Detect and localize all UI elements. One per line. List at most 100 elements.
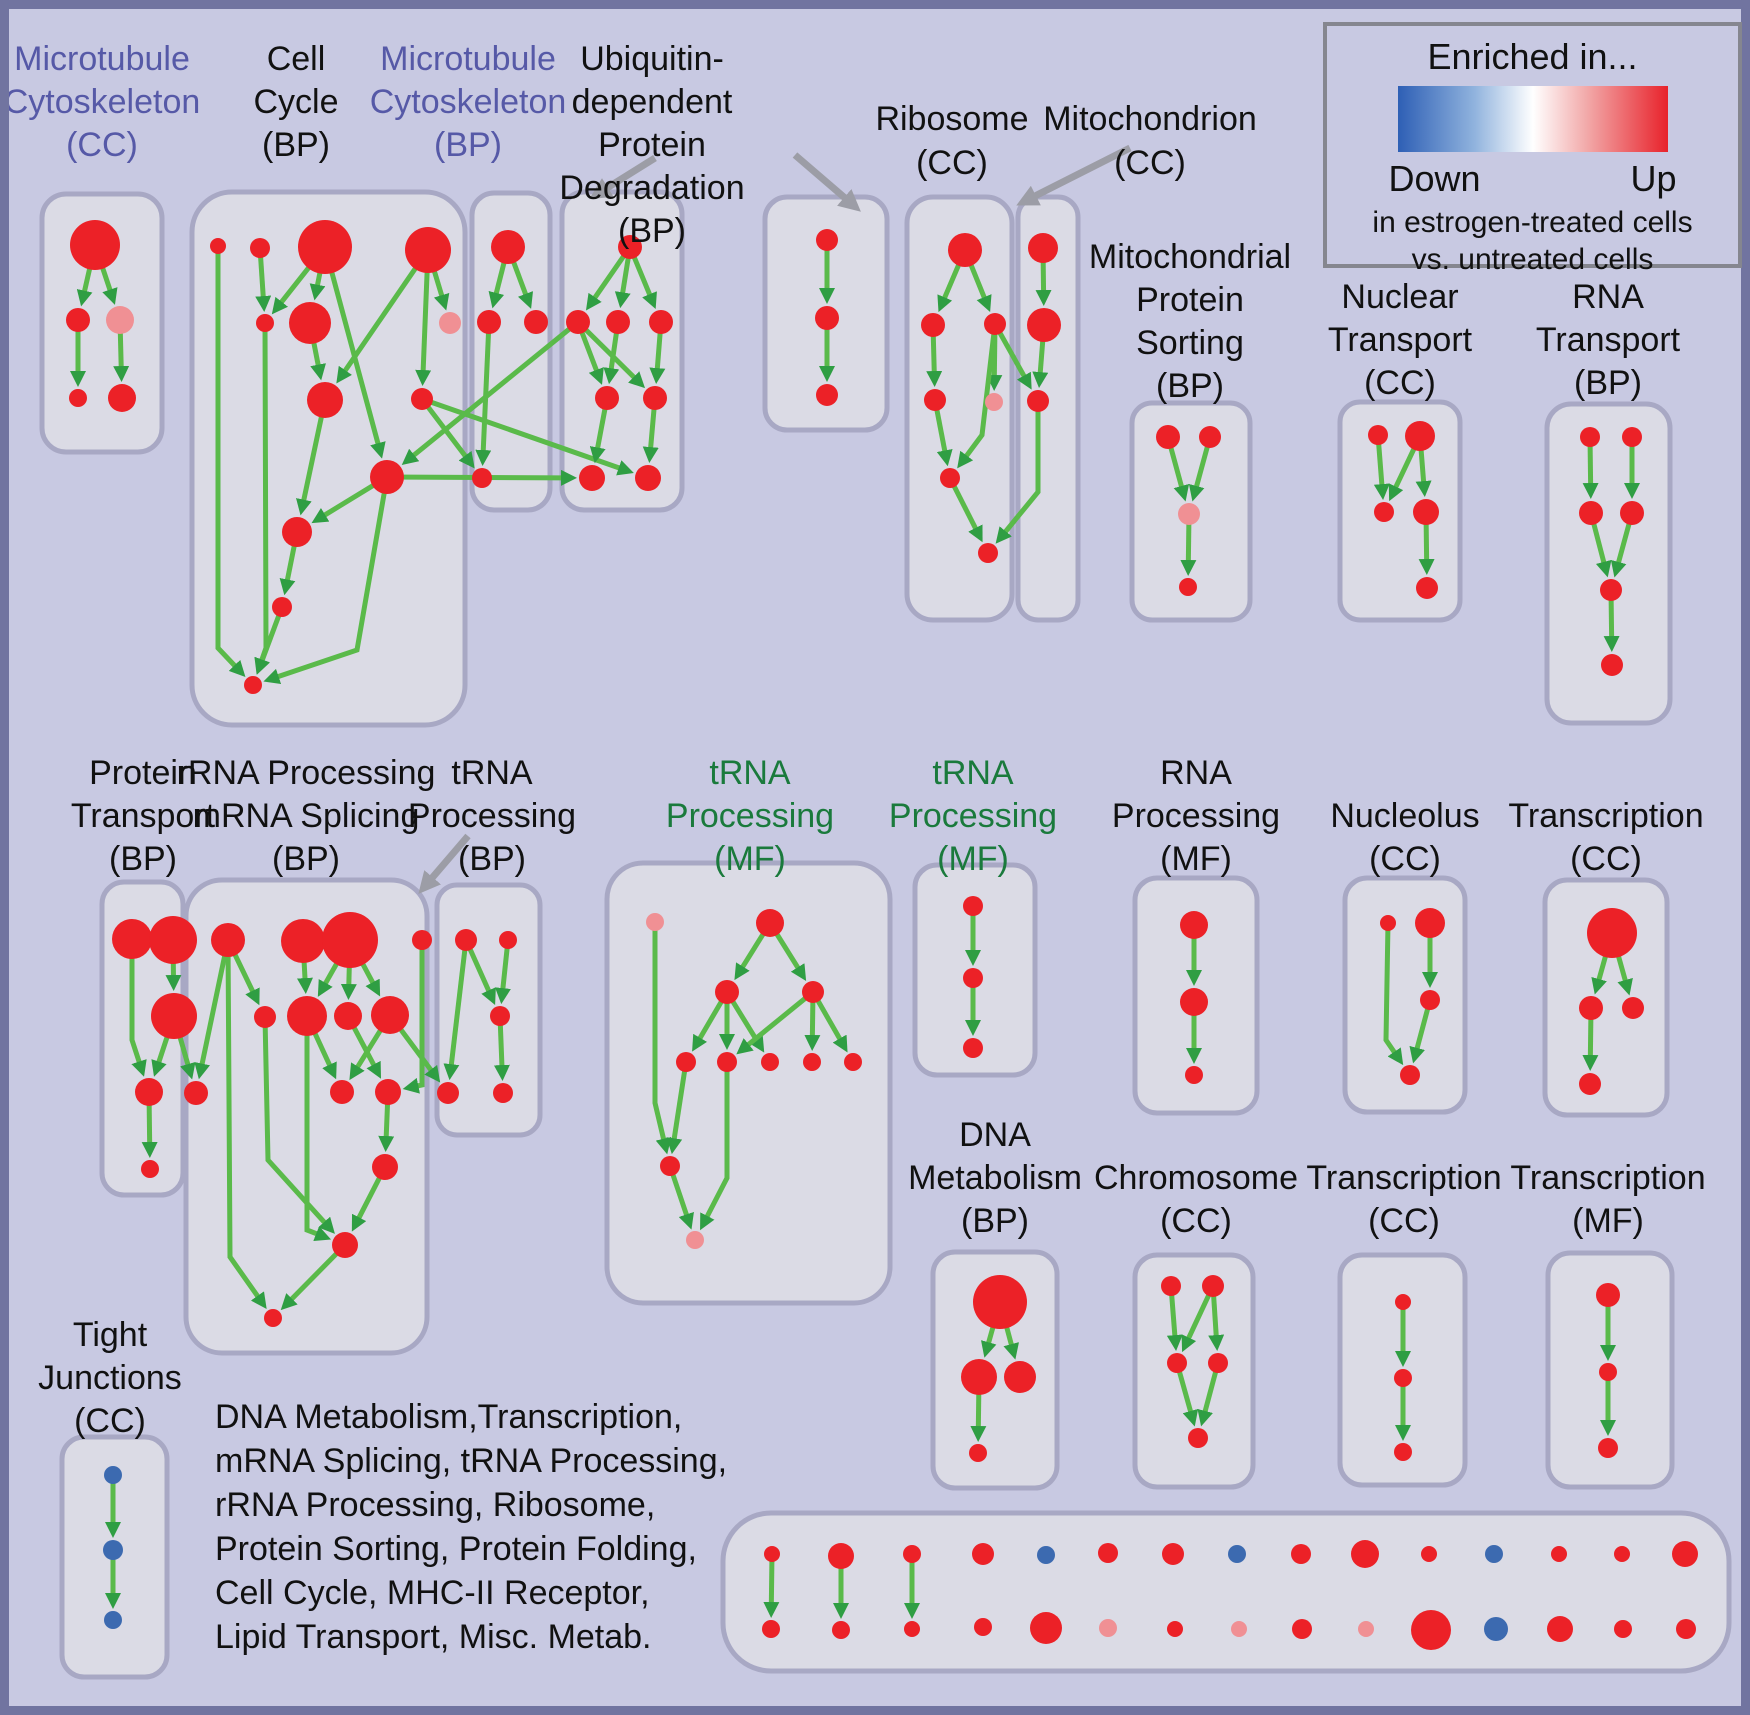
go-term-node-w2 <box>963 968 983 988</box>
go-term-node-u4 <box>649 310 673 334</box>
go-term-node-g6t <box>1098 1543 1118 1563</box>
go-term-node-mb3 <box>524 310 548 334</box>
go-term-node-rt3 <box>1579 501 1603 525</box>
label-transcription-cc-2-line-1: Transcription <box>1508 797 1703 835</box>
go-term-node-a3 <box>106 306 134 334</box>
label-ubiquitin-line-2: dependent <box>572 83 733 121</box>
edge-c10-c13 <box>263 476 390 684</box>
label-mixed-list-line-4: Protein Sorting, Protein Folding, <box>215 1530 697 1568</box>
label-trna-bp-line-3: (BP) <box>458 840 526 878</box>
go-term-node-m3 <box>715 980 739 1004</box>
go-term-node-g12b <box>1484 1617 1508 1641</box>
label-trna-bp-line-1: tRNA <box>451 754 533 792</box>
go-term-node-r8 <box>371 996 409 1034</box>
cluster-box-microtubule-bp <box>469 190 553 513</box>
cluster-box-nuclear-transport <box>1337 399 1463 623</box>
go-term-node-q1 <box>1180 911 1208 939</box>
cluster-box-microtubule-cc <box>39 191 165 455</box>
go-term-node-h2 <box>1202 1275 1224 1297</box>
go-term-node-g11b <box>1411 1610 1451 1650</box>
go-term-node-a5 <box>108 384 136 412</box>
go-term-node-u8 <box>635 465 661 491</box>
go-term-node-c9 <box>411 388 433 410</box>
go-term-node-c10 <box>370 460 404 494</box>
go-term-node-j3 <box>104 1611 122 1629</box>
go-term-node-nt5 <box>1416 577 1438 599</box>
label-dna-metabolism-line-1: DNA <box>959 1116 1031 1154</box>
go-term-node-s2 <box>1199 426 1221 448</box>
label-trna-bp-line-2: Processing <box>408 797 576 835</box>
go-term-node-b7 <box>978 543 998 563</box>
mitochondrion-pointer-arrow-icon <box>1016 144 1132 206</box>
go-term-node-h1 <box>1161 1276 1181 1296</box>
label-chromosome-line-2: (CC) <box>1160 1202 1232 1240</box>
go-term-node-u7 <box>579 465 605 491</box>
go-term-node-s3 <box>1178 503 1200 525</box>
label-protein-transport-line-2: Transport <box>71 797 216 835</box>
label-trna-mf-1-line-2: Processing <box>666 797 834 835</box>
go-term-node-r2 <box>281 919 325 963</box>
go-term-node-g9t <box>1291 1544 1311 1564</box>
edge-o1-o4 <box>1383 922 1404 1066</box>
go-term-node-g15b <box>1676 1619 1696 1639</box>
go-term-node-g3t <box>903 1545 921 1563</box>
go-term-node-h4 <box>1208 1353 1228 1373</box>
go-term-node-g1t <box>764 1546 780 1562</box>
go-term-node-t1 <box>455 929 477 951</box>
edge-r1-r14 <box>225 939 267 1310</box>
label-protein-transport-line-3: (BP) <box>109 840 177 878</box>
label-microtubule-bp-line-3: (BP) <box>434 126 502 164</box>
label-mito-sorting-line-3: Sorting <box>1136 324 1244 362</box>
go-term-node-p3 <box>151 993 197 1039</box>
cluster-box-transcription-cc-2 <box>1542 877 1670 1118</box>
go-term-node-t3 <box>490 1006 510 1026</box>
go-term-node-o4 <box>1400 1065 1420 1085</box>
go-term-node-p1 <box>112 919 152 959</box>
go-term-node-b1 <box>948 233 982 267</box>
label-mixed-list-line-2: mRNA Splicing, tRNA Processing, <box>215 1442 727 1480</box>
go-term-node-v1 <box>816 229 838 251</box>
go-term-node-z2 <box>1599 1363 1617 1381</box>
go-term-node-u2 <box>566 310 590 334</box>
go-term-node-a1 <box>70 220 120 270</box>
go-term-node-g8b <box>1231 1621 1247 1637</box>
go-term-node-h5 <box>1188 1428 1208 1448</box>
go-term-node-z1 <box>1596 1283 1620 1307</box>
go-term-node-q3 <box>1185 1066 1203 1084</box>
label-trna-mf-2-line-2: Processing <box>889 797 1057 835</box>
label-tight-junctions-line-3: (CC) <box>74 1402 146 1440</box>
go-term-node-g15t <box>1672 1541 1698 1567</box>
label-transcription-cc-3-line-1: Transcription <box>1306 1159 1501 1197</box>
label-rna-transport-line-1: RNA <box>1572 278 1644 316</box>
label-transcription-mf-line-2: (MF) <box>1572 1202 1644 1240</box>
go-term-node-u3 <box>606 310 630 334</box>
label-rna-processing-mf-line-1: RNA <box>1160 754 1232 792</box>
label-rna-processing-mf-line-3: (MF) <box>1160 840 1232 878</box>
edge-u2-c10 <box>401 320 580 466</box>
legend-color-scale <box>1397 86 1668 152</box>
go-term-node-g1b <box>762 1620 780 1638</box>
go-term-node-g13t <box>1551 1546 1567 1562</box>
label-nuclear-transport-line-1: Nuclear <box>1341 278 1458 316</box>
label-microtubule-cc-line-3: (CC) <box>66 126 138 164</box>
edge-m6-m11 <box>700 1062 730 1231</box>
ubiquitin-right-pointer-arrow-icon <box>792 152 861 212</box>
go-term-node-g14b <box>1614 1620 1632 1638</box>
go-term-node-m7 <box>761 1053 779 1071</box>
label-mixed-list-line-6: Lipid Transport, Misc. Metab. <box>215 1618 652 1656</box>
go-term-node-o1 <box>1380 915 1396 931</box>
go-term-node-d2 <box>961 1359 997 1395</box>
go-term-node-r12 <box>372 1154 398 1180</box>
label-nucleolus-line-1: Nucleolus <box>1330 797 1479 835</box>
legend-title: Enriched in... <box>1427 36 1638 77</box>
go-term-node-v2 <box>815 306 839 330</box>
edge-m1-m10 <box>652 922 672 1155</box>
label-mitochondrion-line-1: Mitochondrion <box>1043 100 1257 138</box>
go-term-node-a2 <box>66 308 90 332</box>
go-term-node-g8t <box>1228 1545 1246 1563</box>
go-term-node-r5 <box>254 1006 276 1028</box>
go-term-node-r14 <box>264 1309 282 1327</box>
label-rna-processing-mf-line-2: Processing <box>1112 797 1280 835</box>
label-ribosome-line-2: (CC) <box>916 144 988 182</box>
label-mixed-list-line-1: DNA Metabolism,Transcription, <box>215 1398 682 1436</box>
